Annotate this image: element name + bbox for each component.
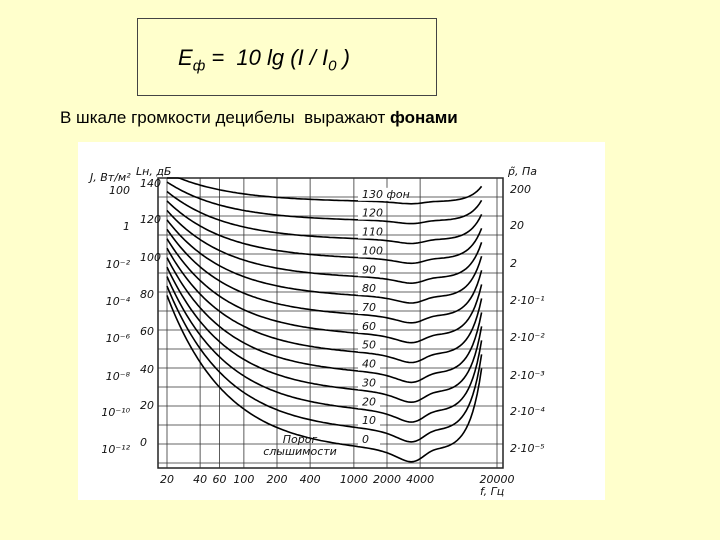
- phon-label-bg: [358, 263, 380, 277]
- pressure-label: 2: [510, 257, 517, 270]
- level-label: 120: [140, 213, 161, 226]
- loudness-curve: [166, 257, 483, 384]
- phon-label-bg: [358, 282, 380, 296]
- phon-label-bg: [358, 244, 380, 258]
- loudness-curve: [166, 276, 483, 423]
- figure: J, Вт/м² Lн, дБ p̃, Па f, Гц Порог слыши…: [78, 142, 605, 500]
- intensity-label: 10⁻⁸: [106, 370, 131, 383]
- caption-bold: фонами: [389, 108, 458, 127]
- frequency-label: 4000: [406, 473, 434, 486]
- phon-label: 10: [362, 414, 376, 427]
- phon-label-bg: [358, 433, 380, 446]
- level-label: 60: [140, 325, 154, 338]
- frequency-label: 20: [160, 473, 174, 486]
- phon-label-bg: [358, 357, 380, 371]
- formula-subscript: ф: [192, 57, 206, 75]
- phon-label: 100: [362, 244, 383, 257]
- pressure-label: 2·10⁻⁵: [510, 442, 545, 455]
- loudness-curve: [166, 238, 483, 344]
- formula-box: Eф = 10 lg (I / I0 ): [137, 18, 437, 96]
- formula-text: = 10 lg (I / I: [205, 45, 329, 70]
- level-label: 20: [140, 399, 154, 412]
- intensity-label: 1: [123, 220, 130, 233]
- caption: В шкале громкости децибелы выражают фона…: [60, 108, 458, 128]
- phon-label: 130 фон: [362, 188, 410, 201]
- formula-text: E: [178, 45, 193, 70]
- phon-label-bg: [358, 376, 380, 390]
- phon-label-bg: [358, 319, 380, 333]
- grid: [158, 177, 503, 468]
- phon-label: 70: [362, 301, 376, 314]
- level-label: 140: [140, 177, 161, 190]
- loudness-curve: [166, 295, 483, 463]
- axis-label: p̃, Па: [507, 165, 537, 178]
- pressure-label: 2·10⁻¹: [510, 294, 545, 307]
- frequency-label: 60: [212, 473, 226, 486]
- phon-label-bg: [358, 206, 380, 220]
- caption-text: В шкале громкости децибелы выражают: [60, 108, 390, 127]
- intensity-label: 100: [109, 184, 130, 197]
- phon-label-bg: [358, 414, 380, 428]
- frequency-label: 200: [267, 473, 288, 486]
- pressure-label: 2·10⁻³: [510, 369, 545, 382]
- loudness-curve: [167, 177, 483, 205]
- phon-label-bg: [358, 395, 380, 409]
- phon-label: 110: [362, 226, 383, 239]
- loudness-curve: [166, 266, 483, 404]
- loudness-curve: [166, 228, 483, 324]
- loudness-curve: [166, 285, 483, 443]
- frequency-label: 1000: [340, 473, 368, 486]
- formula-text: ): [336, 45, 350, 70]
- loudness-curve: [166, 190, 483, 245]
- frequency-label: 400: [300, 473, 321, 486]
- frequency-label: 2000: [373, 473, 401, 486]
- loudness-curve: [166, 181, 483, 225]
- level-label: 100: [140, 251, 161, 264]
- intensity-label: 10⁻¹²: [101, 443, 130, 456]
- phon-label: 30: [362, 376, 376, 389]
- axis-label: f, Гц: [480, 485, 504, 498]
- phon-label-bg: [358, 338, 380, 352]
- phon-label-bg: [358, 225, 380, 239]
- curves: [166, 177, 483, 463]
- level-label: 40: [140, 363, 154, 376]
- phon-label-bg: [358, 187, 406, 201]
- intensity-label: 10⁻²: [106, 258, 131, 271]
- formula-subscript: 0: [328, 57, 337, 75]
- intensity-label: 10⁻⁶: [106, 332, 131, 345]
- pressure-label: 200: [510, 183, 531, 196]
- frequency-label: 20000: [480, 473, 515, 486]
- level-label: 80: [140, 288, 154, 301]
- pressure-label: 20: [510, 219, 524, 232]
- loudness-curve: [166, 247, 483, 364]
- loudness-curve: [166, 219, 483, 304]
- level-label: 0: [140, 436, 147, 449]
- phon-label: 40: [362, 358, 376, 371]
- intensity-label: 10⁻¹⁰: [101, 406, 130, 419]
- pressure-label: 2·10⁻⁴: [510, 405, 545, 418]
- threshold-label: слышимости: [263, 445, 337, 458]
- phon-label: 120: [362, 207, 383, 220]
- phon-label: 50: [362, 339, 376, 352]
- phon-label: 20: [362, 395, 376, 408]
- loudness-curve: [166, 209, 483, 285]
- axis-label: Lн, дБ: [136, 165, 171, 178]
- phon-label-bg: [358, 300, 380, 314]
- threshold-label: Порог: [283, 433, 318, 446]
- intensity-label: 10⁻⁴: [106, 295, 131, 308]
- phon-label: 0: [362, 433, 369, 446]
- pressure-label: 2·10⁻²: [510, 331, 545, 344]
- frequency-label: 100: [233, 473, 254, 486]
- phon-label: 60: [362, 320, 376, 333]
- axis-label: J, Вт/м²: [88, 171, 131, 184]
- figure-background: [78, 142, 605, 500]
- frequency-label: 40: [193, 473, 207, 486]
- phon-label: 90: [362, 263, 376, 276]
- formula: Eф = 10 lg (I / I0 ): [178, 45, 350, 74]
- phon-label: 80: [362, 282, 376, 295]
- loudness-curve: [166, 200, 483, 265]
